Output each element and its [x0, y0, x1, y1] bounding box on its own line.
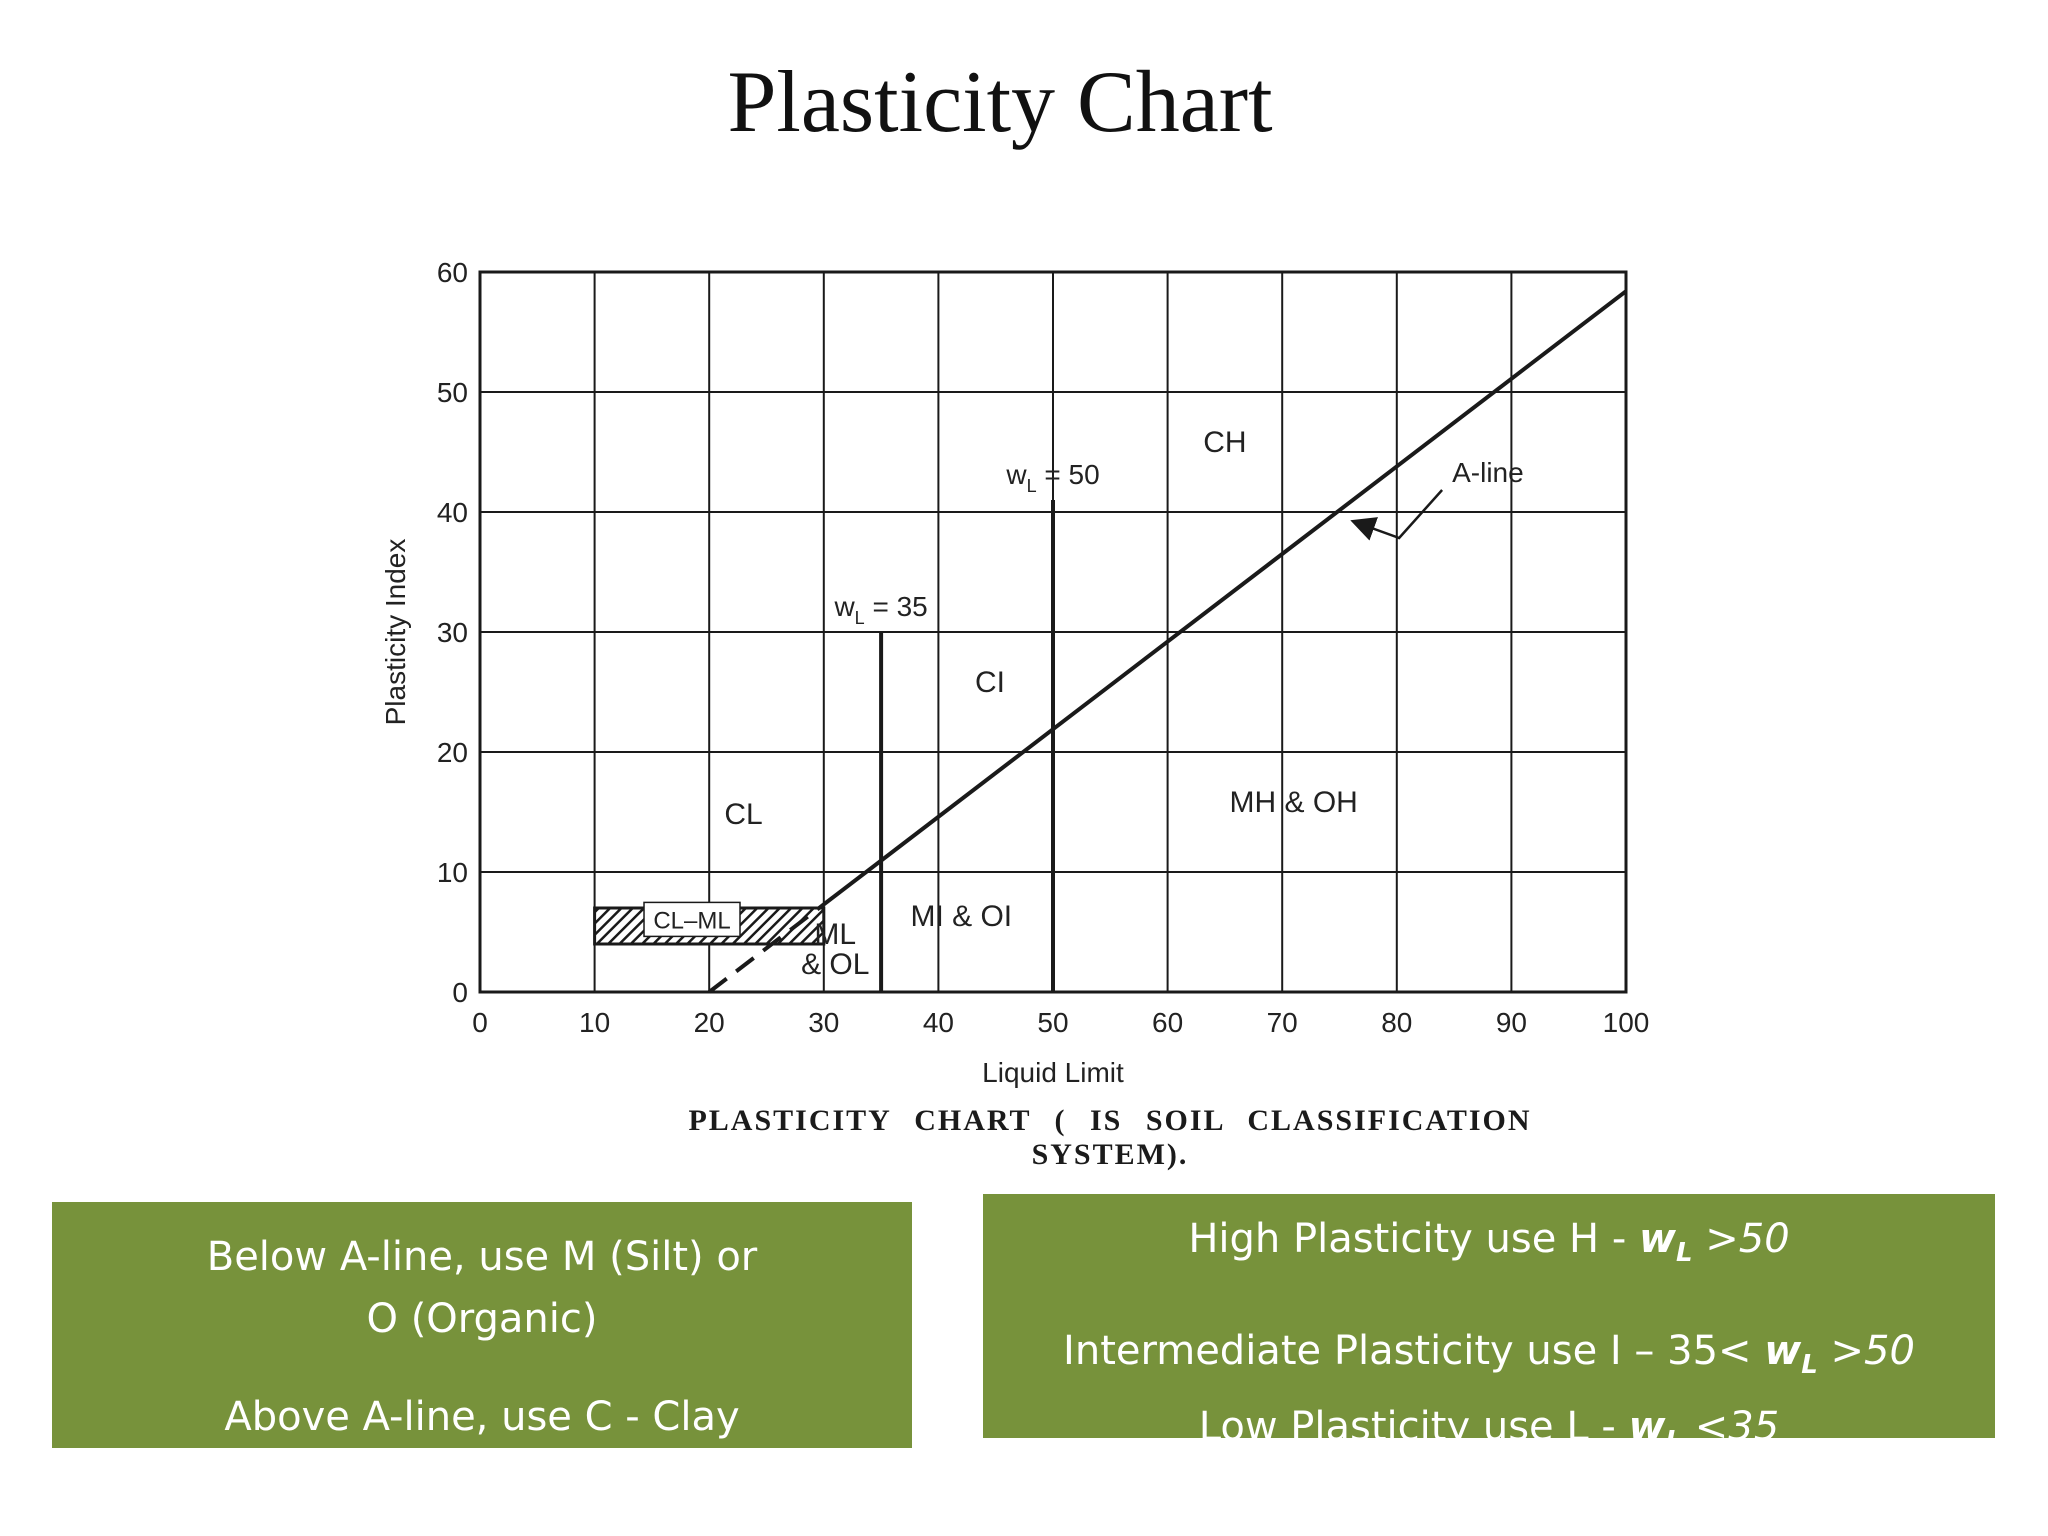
x-tick-label: 40: [923, 1007, 954, 1038]
note-organic: O (Organic): [366, 1296, 598, 1342]
zone-label: CI: [975, 666, 1005, 699]
chart-caption: PLASTICITY CHART ( IS SOIL CLASSIFICATIO…: [688, 1104, 1532, 1171]
y-tick-label: 30: [437, 617, 468, 648]
y-tick-label: 50: [437, 377, 468, 408]
x-tick-label: 50: [1037, 1007, 1068, 1038]
x-tick-label: 10: [579, 1007, 610, 1038]
zone-label: MH & OH: [1229, 786, 1357, 819]
zone-label: CH: [1203, 426, 1246, 459]
note-high-plasticity: High Plasticity use H - wL >50: [1188, 1216, 1790, 1268]
y-tick-label: 60: [437, 257, 468, 288]
zone-label: CL: [724, 798, 762, 831]
zone-label: ML: [814, 918, 856, 951]
y-tick-label: 40: [437, 497, 468, 528]
wl-symbol: wL: [1639, 1216, 1693, 1268]
plasticity-chart: 0 10 20 30 40 50 60 70 80 90 100 0 10 20 30 40 50 60 Liqui…: [380, 257, 1650, 1088]
x-tick-label: 20: [694, 1007, 725, 1038]
slide-title: Plasticity Chart: [727, 54, 1273, 151]
zone-label: MI & OI: [910, 900, 1012, 933]
x-tick-label: 0: [472, 1007, 488, 1038]
x-tick-label: 90: [1496, 1007, 1527, 1038]
note-box-silt-clay: Below A-line, use M (Silt) or O (Organic…: [52, 1202, 912, 1448]
zone-label: CL–ML: [653, 907, 730, 934]
a-line: [822, 289, 1628, 906]
wl-symbol: wL: [1764, 1328, 1818, 1380]
zone-label: & OL: [801, 948, 869, 981]
y-tick-label: 0: [452, 977, 468, 1008]
a-line-label: A-line: [1452, 457, 1524, 488]
y-axis-label: Plasticity Index: [380, 539, 411, 726]
wl-limit-label: wL = 35: [833, 591, 927, 628]
note-intermediate-plasticity: Intermediate Plasticity use I – 35< wL >…: [1063, 1328, 1915, 1380]
note-below-a-line: Below A-line, use M (Silt) or: [206, 1234, 758, 1280]
note-box-plasticity-levels: High Plasticity use H - wL >50 Intermedi…: [983, 1194, 1995, 1456]
a-line-arrow: [1350, 489, 1444, 541]
note-low-plasticity: Low Plasticity use L - wL <35: [1198, 1404, 1780, 1456]
x-tick-label: 70: [1267, 1007, 1298, 1038]
x-tick-label: 100: [1603, 1007, 1650, 1038]
a-line-dashed: [707, 902, 826, 994]
cl-ml-label-box: [643, 901, 741, 938]
x-tick-label: 60: [1152, 1007, 1183, 1038]
wl-symbol: wL: [1628, 1404, 1683, 1456]
y-tick-label: 10: [437, 857, 468, 888]
x-tick-label: 30: [808, 1007, 839, 1038]
x-tick-label: 80: [1381, 1007, 1412, 1038]
x-axis-label: Liquid Limit: [982, 1057, 1124, 1088]
note-above-a-line: Above A-line, use C - Clay: [224, 1394, 740, 1440]
wl-limit-label: wL = 50: [1005, 459, 1099, 496]
y-tick-label: 20: [437, 737, 468, 768]
